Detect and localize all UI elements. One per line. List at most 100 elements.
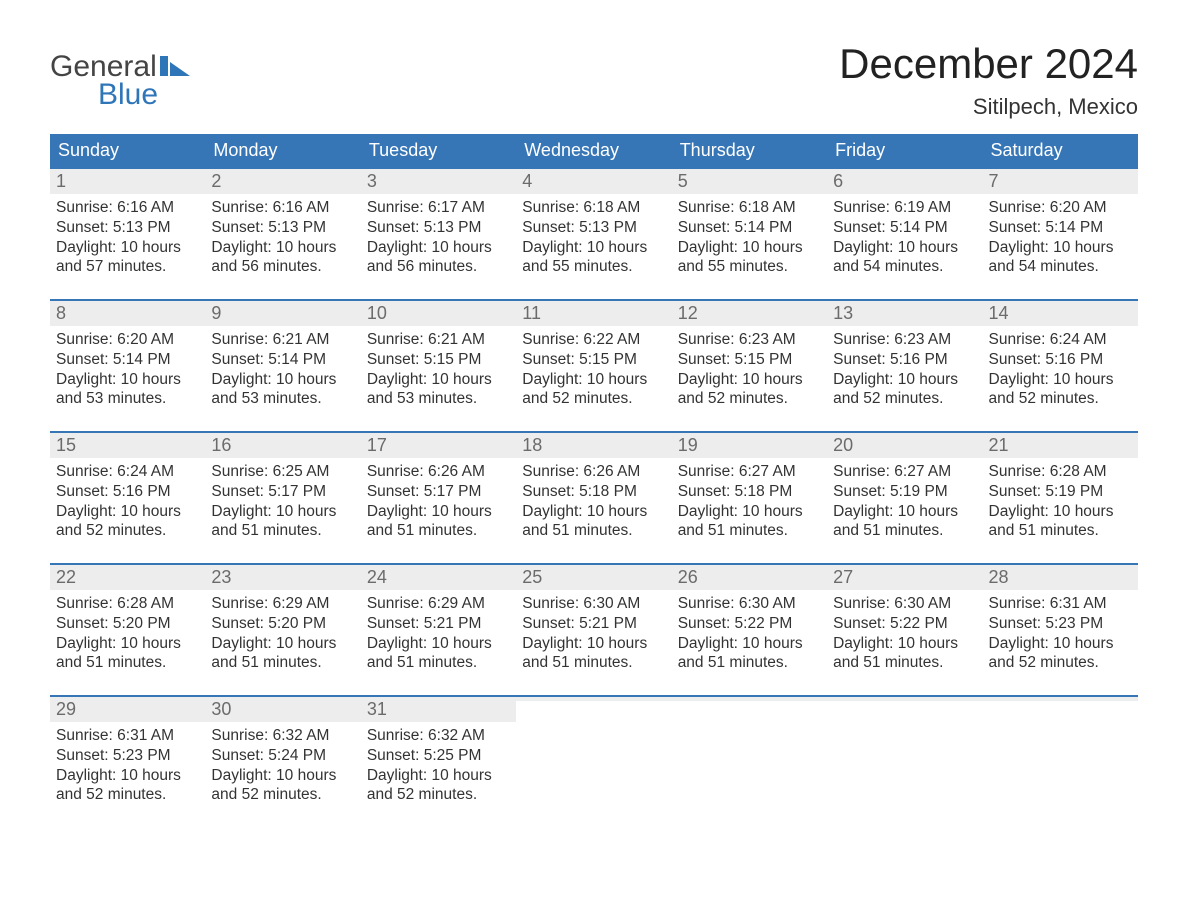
calendar-cell: 4Sunrise: 6:18 AMSunset: 5:13 PMDaylight… — [516, 169, 671, 289]
cell-body: Sunrise: 6:16 AMSunset: 5:13 PMDaylight:… — [50, 194, 205, 277]
calendar-week: 8Sunrise: 6:20 AMSunset: 5:14 PMDaylight… — [50, 299, 1138, 421]
cell-body: Sunrise: 6:25 AMSunset: 5:17 PMDaylight:… — [205, 458, 360, 541]
daylight-text: Daylight: 10 hours — [833, 634, 976, 654]
calendar-cell — [827, 697, 982, 817]
sunset-text: Sunset: 5:25 PM — [367, 746, 510, 766]
daylight-text: and 52 minutes. — [678, 389, 821, 409]
daynum-row: 17 — [361, 433, 516, 458]
calendar-cell: 30Sunrise: 6:32 AMSunset: 5:24 PMDayligh… — [205, 697, 360, 817]
sunrise-text: Sunrise: 6:17 AM — [367, 198, 510, 218]
sunrise-text: Sunrise: 6:23 AM — [833, 330, 976, 350]
sunrise-text: Sunrise: 6:16 AM — [56, 198, 199, 218]
sunrise-text: Sunrise: 6:24 AM — [56, 462, 199, 482]
sunrise-text: Sunrise: 6:18 AM — [678, 198, 821, 218]
daylight-text: and 51 minutes. — [56, 653, 199, 673]
day-number: 21 — [989, 435, 1009, 455]
daylight-text: and 51 minutes. — [678, 653, 821, 673]
daylight-text: Daylight: 10 hours — [56, 502, 199, 522]
daynum-row: 14 — [983, 301, 1138, 326]
daylight-text: Daylight: 10 hours — [678, 634, 821, 654]
sunset-text: Sunset: 5:14 PM — [56, 350, 199, 370]
weekday-label: Wednesday — [516, 134, 671, 167]
day-number: 8 — [56, 303, 66, 323]
daylight-text: and 53 minutes. — [56, 389, 199, 409]
daylight-text: and 55 minutes. — [522, 257, 665, 277]
daylight-text: and 54 minutes. — [989, 257, 1132, 277]
daylight-text: Daylight: 10 hours — [989, 370, 1132, 390]
sunset-text: Sunset: 5:14 PM — [989, 218, 1132, 238]
day-number: 28 — [989, 567, 1009, 587]
sunset-text: Sunset: 5:18 PM — [522, 482, 665, 502]
daylight-text: and 52 minutes. — [367, 785, 510, 805]
cell-body: Sunrise: 6:30 AMSunset: 5:22 PMDaylight:… — [827, 590, 982, 673]
sunset-text: Sunset: 5:23 PM — [989, 614, 1132, 634]
daylight-text: and 51 minutes. — [522, 653, 665, 673]
cell-body: Sunrise: 6:30 AMSunset: 5:22 PMDaylight:… — [672, 590, 827, 673]
calendar-cell: 31Sunrise: 6:32 AMSunset: 5:25 PMDayligh… — [361, 697, 516, 817]
cell-body: Sunrise: 6:24 AMSunset: 5:16 PMDaylight:… — [50, 458, 205, 541]
daylight-text: and 55 minutes. — [678, 257, 821, 277]
daylight-text: and 53 minutes. — [211, 389, 354, 409]
sunrise-text: Sunrise: 6:30 AM — [833, 594, 976, 614]
daynum-row: 27 — [827, 565, 982, 590]
daynum-row: 1 — [50, 169, 205, 194]
sunset-text: Sunset: 5:17 PM — [211, 482, 354, 502]
sunrise-text: Sunrise: 6:29 AM — [211, 594, 354, 614]
sunrise-text: Sunrise: 6:31 AM — [56, 726, 199, 746]
cell-body: Sunrise: 6:27 AMSunset: 5:19 PMDaylight:… — [827, 458, 982, 541]
calendar-cell: 13Sunrise: 6:23 AMSunset: 5:16 PMDayligh… — [827, 301, 982, 421]
day-number: 27 — [833, 567, 853, 587]
daynum-row: 12 — [672, 301, 827, 326]
daynum-row: 8 — [50, 301, 205, 326]
day-number: 3 — [367, 171, 377, 191]
calendar-cell — [672, 697, 827, 817]
cell-body: Sunrise: 6:28 AMSunset: 5:20 PMDaylight:… — [50, 590, 205, 673]
day-number: 20 — [833, 435, 853, 455]
daylight-text: and 51 minutes. — [367, 653, 510, 673]
daylight-text: Daylight: 10 hours — [211, 238, 354, 258]
calendar-cell — [983, 697, 1138, 817]
title-block: December 2024 Sitilpech, Mexico — [839, 40, 1138, 120]
sunrise-text: Sunrise: 6:21 AM — [367, 330, 510, 350]
sunset-text: Sunset: 5:19 PM — [833, 482, 976, 502]
daynum-row — [827, 697, 982, 701]
daylight-text: Daylight: 10 hours — [522, 370, 665, 390]
sunset-text: Sunset: 5:13 PM — [522, 218, 665, 238]
calendar-cell: 17Sunrise: 6:26 AMSunset: 5:17 PMDayligh… — [361, 433, 516, 553]
daylight-text: Daylight: 10 hours — [211, 502, 354, 522]
sunset-text: Sunset: 5:21 PM — [367, 614, 510, 634]
cell-body: Sunrise: 6:26 AMSunset: 5:18 PMDaylight:… — [516, 458, 671, 541]
day-number: 24 — [367, 567, 387, 587]
cell-body: Sunrise: 6:24 AMSunset: 5:16 PMDaylight:… — [983, 326, 1138, 409]
daylight-text: and 53 minutes. — [367, 389, 510, 409]
day-number: 1 — [56, 171, 66, 191]
daylight-text: and 56 minutes. — [367, 257, 510, 277]
daynum-row: 5 — [672, 169, 827, 194]
sunrise-text: Sunrise: 6:26 AM — [522, 462, 665, 482]
cell-body: Sunrise: 6:18 AMSunset: 5:14 PMDaylight:… — [672, 194, 827, 277]
sunset-text: Sunset: 5:18 PM — [678, 482, 821, 502]
weekday-label: Saturday — [983, 134, 1138, 167]
cell-body: Sunrise: 6:21 AMSunset: 5:14 PMDaylight:… — [205, 326, 360, 409]
daynum-row: 26 — [672, 565, 827, 590]
weekday-label: Tuesday — [361, 134, 516, 167]
day-number: 30 — [211, 699, 231, 719]
cell-body: Sunrise: 6:21 AMSunset: 5:15 PMDaylight:… — [361, 326, 516, 409]
calendar-cell: 22 Sunrise: 6:28 AMSunset: 5:20 PMDayligh… — [50, 565, 205, 685]
daynum-row — [516, 697, 671, 701]
cell-body: Sunrise: 6:17 AMSunset: 5:13 PMDaylight:… — [361, 194, 516, 277]
sunrise-text: Sunrise: 6:21 AM — [211, 330, 354, 350]
daynum-row: 19 — [672, 433, 827, 458]
calendar: Sunday Monday Tuesday Wednesday Thursday… — [50, 134, 1138, 817]
cell-body: Sunrise: 6:26 AMSunset: 5:17 PMDaylight:… — [361, 458, 516, 541]
cell-body: Sunrise: 6:28 AMSunset: 5:19 PMDaylight:… — [983, 458, 1138, 541]
daylight-text: and 52 minutes. — [522, 389, 665, 409]
sunset-text: Sunset: 5:15 PM — [678, 350, 821, 370]
daylight-text: Daylight: 10 hours — [211, 370, 354, 390]
sunrise-text: Sunrise: 6:32 AM — [211, 726, 354, 746]
sunset-text: Sunset: 5:20 PM — [211, 614, 354, 634]
day-number: 22 — [56, 567, 76, 587]
day-number: 19 — [678, 435, 698, 455]
daynum-row: 29 — [50, 697, 205, 722]
sunrise-text: Sunrise: 6:29 AM — [367, 594, 510, 614]
